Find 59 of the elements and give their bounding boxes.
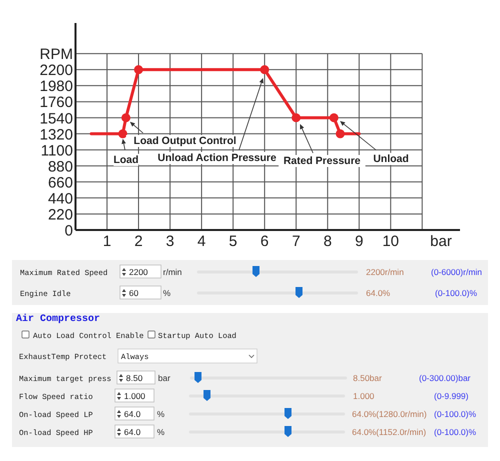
point [121,113,130,122]
text: 64.0%(1152.0r/min) [352,427,426,437]
y-axis-title: RPM [40,46,73,64]
y-tick-label: 1320 [40,126,73,144]
text: % [157,409,165,419]
point [329,113,338,122]
text: 8.50bar [353,373,382,383]
point [134,65,144,74]
y-tick-label: 220 [48,206,73,224]
text: 1.000 [124,391,146,401]
y-tick-label: 1540 [40,110,73,128]
y-tick-label: 1980 [40,78,73,96]
text: 64.0% [366,288,391,298]
annotation: Rated Pressure [283,155,361,167]
text: (0-100.0)% [435,288,478,298]
text: % [157,427,165,437]
x-tick-label: 2 [134,233,143,250]
annotation: Unload [373,153,409,165]
text: 64.0%(1280.0r/min) [352,409,427,419]
y-tick-label: 880 [48,158,73,176]
y-tick-label: 2200 [40,62,73,80]
text: (0-100.0)% [434,409,476,419]
text: 60 [129,288,139,298]
x-tick-label: 3 [166,233,174,250]
text: Air Compressor [16,313,100,325]
text: % [163,288,171,298]
point [260,65,270,74]
text: 1.000 [353,391,375,401]
annotation: Load [113,154,139,166]
text: bar [158,373,170,383]
x-tick-label: 10 [382,233,400,250]
x-tick-label: 5 [228,233,238,250]
annotation: Unload Action Pressure [158,152,276,164]
point [118,129,128,138]
x-axis-title: bar [430,233,452,250]
text: r/min [163,267,182,277]
annotation: Load Output Control [134,135,236,147]
text: 64.0 [124,409,141,419]
y-tick-label: 440 [48,190,73,208]
point [292,113,301,122]
text: 8.50 [126,373,143,383]
x-tick-label: 9 [354,233,364,250]
x-tick-label: 7 [292,233,300,250]
x-tick-label: 6 [260,233,269,250]
y-tick-label: 0 [64,222,73,240]
text: (0-6000)r/min [431,267,482,277]
text: (0-9.999) [434,391,469,401]
text: 2200r/min [366,267,404,277]
text: (0-300.00)bar [419,373,471,383]
point [336,129,345,138]
y-tick-label: 1760 [40,94,73,112]
text: (0-100.0)% [434,427,476,437]
y-tick-label: 660 [48,174,73,192]
x-tick-label: 8 [323,233,332,250]
text: 2200 [129,267,148,277]
y-tick-label: 1100 [40,142,73,160]
x-tick-label: 1 [102,233,112,250]
text: 64.0 [124,427,141,437]
x-tick-label: 4 [197,233,206,250]
